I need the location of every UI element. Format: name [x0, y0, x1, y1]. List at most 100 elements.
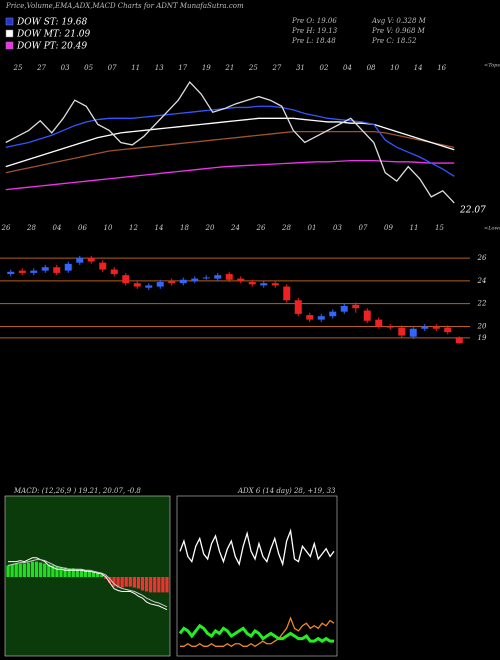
date-label: 25 — [13, 64, 23, 72]
histogram-bar — [71, 568, 75, 577]
date-label: 28 — [281, 224, 291, 232]
histogram-bar — [26, 562, 31, 577]
date-label: 18 — [180, 224, 189, 232]
candle-body — [76, 258, 84, 263]
histogram-bar — [108, 577, 112, 583]
date-label: 20 — [205, 224, 215, 232]
page-title: Price,Volume,EMA,ADX,MACD Charts for ADN… — [5, 2, 244, 10]
lows-note: <Lows — [484, 226, 500, 232]
y-tick-label: 24 — [477, 277, 487, 285]
y-tick-label: 22 — [477, 300, 487, 308]
info-label: Pre O: 19.06 — [291, 17, 337, 25]
date-label: 21 — [224, 64, 234, 72]
date-label: 11 — [131, 64, 140, 72]
date-label: 24 — [230, 224, 240, 232]
candle-body — [87, 258, 95, 262]
histogram-bar — [39, 562, 43, 577]
series-line — [5, 159, 455, 191]
series-line — [7, 559, 168, 608]
candle-body — [329, 311, 337, 317]
series-line — [179, 528, 335, 567]
date-label: 02 — [320, 64, 329, 72]
date-label: 14 — [414, 64, 423, 72]
info-label: Avg V: 0.328 M — [371, 17, 427, 25]
date-label: 26 — [1, 224, 11, 232]
series-line — [8, 557, 168, 611]
candle-body — [363, 310, 371, 321]
candle-body — [18, 270, 26, 273]
legend-swatch — [5, 17, 14, 26]
date-label: 10 — [390, 64, 399, 72]
histogram-bar — [104, 577, 108, 579]
candle-body — [352, 304, 360, 309]
date-label: 31 — [296, 64, 305, 72]
candle-body — [421, 326, 429, 329]
candle-body — [30, 270, 38, 273]
series-line — [5, 81, 455, 204]
candle-body — [41, 267, 49, 271]
histogram-bar — [161, 577, 165, 593]
y-tick-label: 26 — [477, 254, 487, 262]
histogram-bar — [22, 563, 26, 577]
histogram-bar — [149, 577, 153, 593]
legend-label: DOW PT: 20.49 — [16, 42, 87, 52]
date-label: 13 — [155, 64, 164, 72]
date-label: 25 — [248, 64, 258, 72]
histogram-bar — [67, 568, 71, 577]
date-label: 01 — [308, 224, 317, 232]
candle-body — [191, 278, 199, 281]
candle-body — [202, 277, 210, 279]
date-label: 05 — [84, 64, 93, 72]
candle-body — [386, 326, 394, 328]
candle-body — [225, 274, 233, 280]
candle-body — [133, 283, 141, 287]
date-label: 07 — [359, 224, 368, 232]
date-label: 04 — [343, 64, 352, 72]
histogram-bar — [140, 577, 145, 591]
histogram-bar — [43, 563, 47, 577]
series-line — [5, 105, 455, 177]
histogram-bar — [30, 561, 35, 577]
histogram-bar — [157, 577, 161, 593]
candle-body — [283, 286, 291, 301]
date-label: 04 — [53, 224, 62, 232]
candle-body — [340, 305, 348, 312]
histogram-bar — [63, 567, 67, 577]
y-tick-label: 19 — [478, 334, 487, 342]
histogram-bar — [116, 577, 120, 588]
histogram-bar — [120, 577, 124, 588]
legend-swatch — [5, 29, 14, 38]
histogram-bar — [14, 563, 18, 577]
date-label: 27 — [36, 64, 46, 72]
candle-body — [110, 269, 118, 275]
date-label: 03 — [61, 64, 70, 72]
info-label: Pre L: 18.48 — [291, 37, 336, 45]
histogram-bar — [165, 577, 169, 593]
tops-note: <Tops — [484, 63, 500, 69]
legend-label: DOW ST: 19.68 — [16, 18, 87, 28]
candle-body — [409, 328, 417, 337]
date-label: 14 — [155, 224, 164, 232]
histogram-bar — [75, 569, 79, 577]
candle-body — [455, 337, 463, 344]
candle-body — [294, 300, 302, 314]
histogram-bar — [91, 572, 96, 577]
candle-body — [7, 271, 15, 275]
date-label: 15 — [435, 224, 444, 232]
info-label: Pre C: 18.52 — [371, 37, 417, 45]
histogram-bar — [83, 570, 88, 577]
histogram-bar — [55, 566, 59, 577]
candle-body — [432, 326, 440, 329]
candle-body — [122, 275, 130, 284]
candle-body — [214, 275, 222, 279]
candle-body — [317, 316, 325, 320]
candle-body — [145, 285, 153, 288]
histogram-bar — [136, 577, 141, 589]
histogram-bar — [6, 565, 10, 577]
candle-body — [168, 280, 176, 284]
date-label: 06 — [78, 224, 87, 232]
candle-body — [306, 315, 314, 320]
y-tick-label: 20 — [477, 322, 487, 330]
